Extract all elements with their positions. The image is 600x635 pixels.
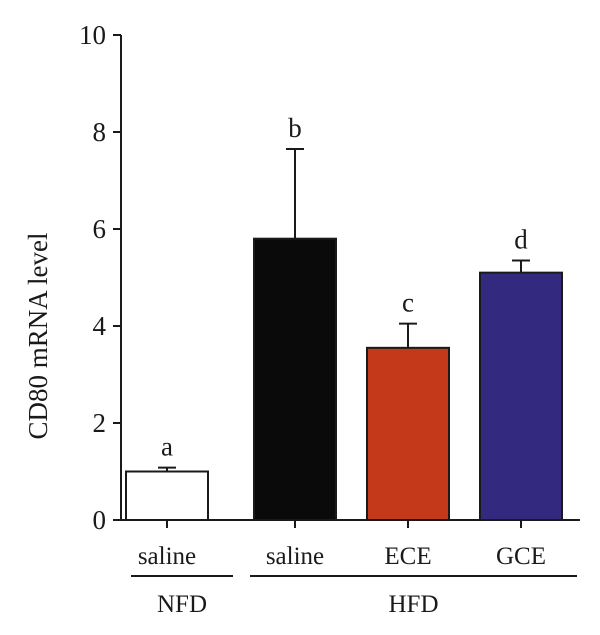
bar bbox=[125, 470, 209, 521]
x-tick-label: saline bbox=[138, 543, 196, 570]
bar bbox=[253, 237, 337, 521]
group-label: NFD bbox=[157, 591, 207, 618]
y-tick-label: 0 bbox=[93, 505, 107, 535]
bars: a b c d bbox=[125, 113, 563, 522]
y-axis: 0 2 4 6 8 10 bbox=[79, 20, 122, 535]
significance-label: a bbox=[161, 432, 173, 462]
x-tick-label: GCE bbox=[496, 543, 546, 570]
group-labels: NFD HFD bbox=[131, 575, 577, 618]
bar bbox=[479, 271, 563, 521]
y-tick-label: 2 bbox=[93, 408, 107, 438]
y-tick-label: 6 bbox=[93, 214, 107, 244]
y-tick-label: 8 bbox=[93, 117, 107, 147]
bar bbox=[366, 346, 450, 522]
significance-label: d bbox=[514, 225, 528, 255]
x-tick-label: ECE bbox=[384, 543, 431, 570]
y-tick-label: 10 bbox=[79, 20, 106, 50]
significance-label: c bbox=[402, 288, 414, 318]
significance-label: b bbox=[288, 113, 302, 143]
x-axis: saline saline ECE GCE bbox=[121, 519, 580, 570]
group-label: HFD bbox=[388, 591, 438, 618]
x-tick-label: saline bbox=[266, 543, 324, 570]
y-axis-title: CD80 mRNA level bbox=[23, 233, 53, 440]
y-tick-label: 4 bbox=[93, 311, 107, 341]
